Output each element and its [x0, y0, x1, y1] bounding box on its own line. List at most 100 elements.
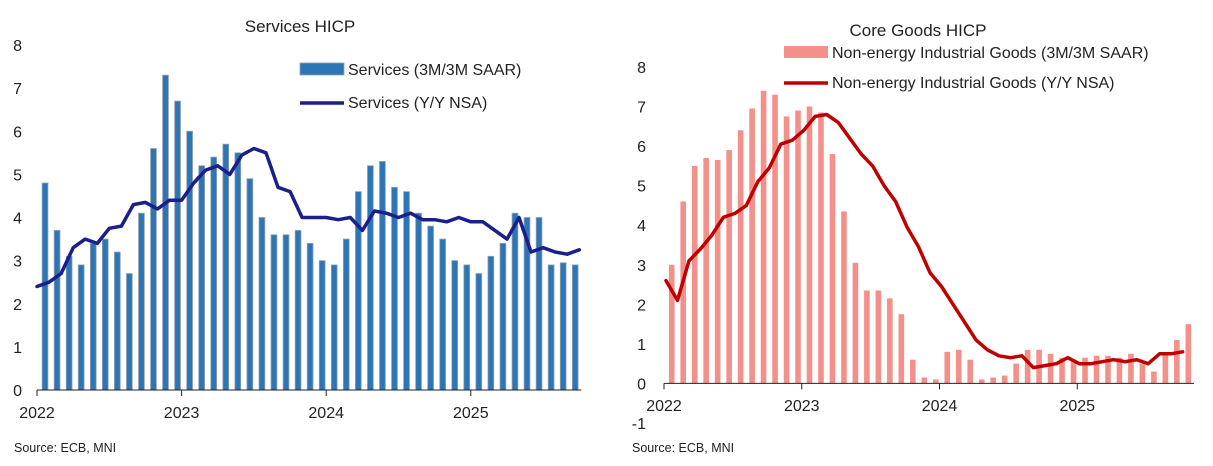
bar: [1059, 357, 1065, 384]
bar: [806, 106, 813, 384]
y-tick-label: 3: [637, 258, 646, 275]
bar: [174, 100, 181, 391]
bar: [795, 110, 801, 384]
bar: [955, 349, 962, 384]
bar: [1024, 349, 1031, 384]
y-tick-label: 3: [13, 254, 22, 271]
y-tick-label: 8: [13, 38, 22, 55]
legend-label: Services (Y/Y NSA): [348, 95, 487, 112]
bar: [150, 148, 157, 391]
bar: [53, 230, 61, 391]
x-tick-label: 2024: [308, 405, 344, 422]
bar: [162, 74, 169, 391]
core-goods-hicp-chart: Core Goods HICP -1 0 1 2 3 4 5 6 7 8 2022 2023 2024 20…: [632, 21, 1195, 433]
bar: [559, 262, 567, 391]
bar: [910, 359, 916, 384]
legend-label: Services (3M/3M SAAR): [348, 62, 521, 79]
bar: [499, 242, 507, 391]
bar: [829, 154, 836, 384]
bar: [403, 191, 410, 391]
bar: [186, 130, 193, 391]
bar: [1093, 355, 1100, 384]
y-tick-label: 5: [637, 179, 646, 196]
chart-title: Services HICP: [245, 17, 356, 36]
bar: [258, 217, 266, 391]
bar: [65, 255, 73, 391]
bar: [487, 255, 495, 391]
bar: [439, 238, 446, 391]
x-tick-label: 2022: [19, 405, 55, 422]
bar: [535, 217, 543, 391]
bar: [234, 152, 242, 391]
bar: [246, 178, 254, 391]
y-tick-label: 6: [637, 139, 646, 156]
core-goods-hicp-panel: Core Goods HICP -1 0 1 2 3 4 5 6 7 8 2022 2023 2024 20…: [606, 0, 1213, 466]
services-hicp-panel: Services HICP 0 1 2 3 4 5 6 7 8 2022 2023 2024 2025 Se…: [0, 0, 600, 466]
bar: [967, 359, 974, 384]
y-tick-label: 0: [637, 376, 646, 393]
y-tick-label: -1: [632, 416, 646, 433]
y-tick-label: 6: [13, 124, 22, 141]
bar: [726, 150, 732, 384]
y-tick-label: 4: [13, 211, 22, 228]
bar: [990, 377, 996, 384]
bar: [427, 225, 434, 391]
y-tick-label: 1: [13, 340, 22, 357]
legend-label: Non-energy Industrial Goods (Y/Y NSA): [832, 75, 1115, 92]
bar: [379, 161, 386, 391]
bar: [1185, 324, 1192, 384]
bar: [547, 264, 555, 391]
bar: [852, 262, 859, 384]
x-tick-label: 2023: [784, 398, 820, 415]
bar: [318, 260, 326, 391]
bar: [342, 238, 350, 391]
bar: [1116, 357, 1123, 384]
series-line: [35, 146, 582, 289]
bar: [114, 251, 121, 391]
bar: [198, 165, 205, 391]
bar: [1105, 355, 1111, 384]
bar: [571, 264, 579, 391]
x-tick-label: 2022: [646, 398, 682, 415]
bar: [1128, 353, 1134, 384]
bar: [270, 234, 278, 391]
bar: [864, 290, 870, 384]
bar: [772, 94, 778, 384]
x-tick-label: 2024: [922, 398, 958, 415]
y-tick-label: 5: [13, 167, 22, 184]
chart-title: Core Goods HICP: [850, 21, 987, 40]
bar: [138, 212, 145, 391]
bar: [1162, 353, 1169, 384]
bar: [101, 238, 109, 391]
bar: [282, 234, 290, 391]
bar: [511, 212, 519, 391]
bar: [126, 273, 133, 391]
y-tick-label: 0: [13, 383, 22, 400]
bar: [415, 212, 422, 391]
x-tick-label: 2025: [1059, 398, 1095, 415]
bar: [1151, 371, 1157, 384]
bar: [451, 260, 459, 391]
bar: [1174, 339, 1180, 384]
bar: [783, 116, 790, 384]
source-note: Source: ECB, MNI: [632, 441, 735, 455]
bar: [1139, 363, 1146, 384]
bar: [475, 273, 483, 391]
bar: [737, 130, 744, 384]
y-tick-label: 8: [637, 60, 646, 77]
bar: [944, 351, 951, 384]
bar: [887, 298, 893, 384]
bar: [714, 159, 721, 384]
bar: [41, 182, 49, 391]
y-tick-label: 7: [13, 81, 22, 98]
bar: [875, 290, 882, 384]
services-hicp-chart: Services HICP 0 1 2 3 4 5 6 7 8 2022 2023 2024 2025 Se…: [13, 17, 582, 422]
bar: [1001, 375, 1008, 384]
y-tick-label: 4: [637, 218, 646, 235]
bar: [1013, 363, 1019, 384]
bar: [703, 157, 709, 384]
bar: [691, 165, 698, 384]
bar: [921, 377, 928, 384]
bar: [818, 112, 824, 384]
bar: [898, 314, 905, 384]
